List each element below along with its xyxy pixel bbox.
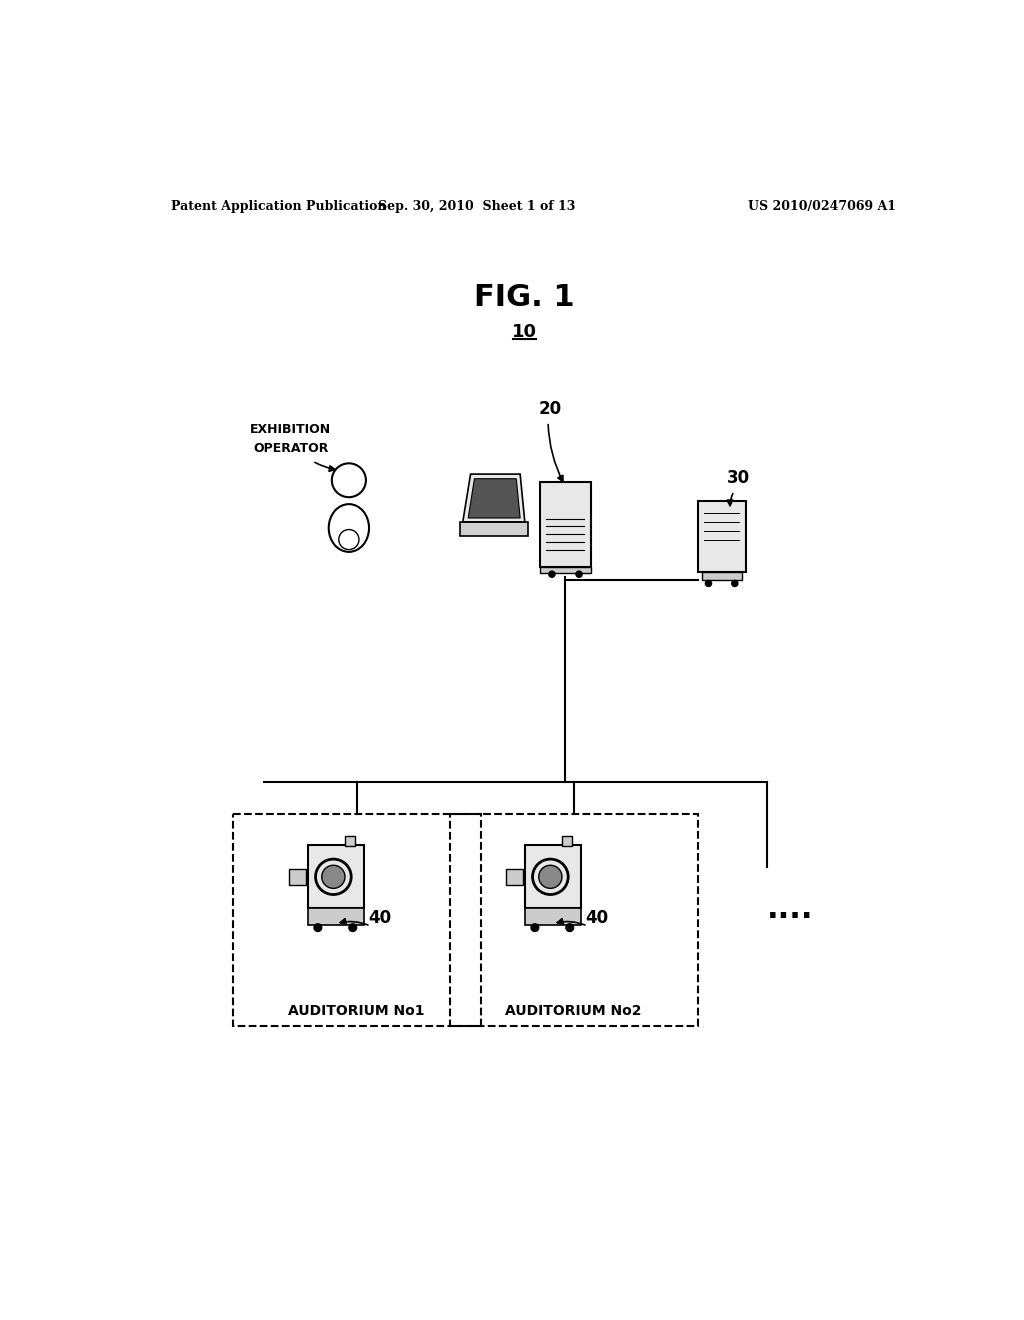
FancyBboxPatch shape bbox=[562, 836, 572, 846]
FancyBboxPatch shape bbox=[697, 502, 745, 572]
Polygon shape bbox=[468, 479, 520, 517]
FancyBboxPatch shape bbox=[289, 869, 306, 884]
Circle shape bbox=[539, 866, 562, 888]
Polygon shape bbox=[463, 474, 524, 521]
FancyBboxPatch shape bbox=[524, 845, 581, 908]
FancyBboxPatch shape bbox=[460, 521, 528, 536]
Text: 40: 40 bbox=[586, 909, 608, 928]
Text: 20: 20 bbox=[539, 400, 562, 417]
FancyBboxPatch shape bbox=[541, 482, 591, 566]
Text: AUDITORIUM No1: AUDITORIUM No1 bbox=[289, 1003, 425, 1018]
Text: 40: 40 bbox=[369, 909, 391, 928]
Circle shape bbox=[349, 924, 356, 932]
Text: AUDITORIUM No2: AUDITORIUM No2 bbox=[506, 1003, 642, 1018]
Circle shape bbox=[314, 924, 322, 932]
Text: US 2010/0247069 A1: US 2010/0247069 A1 bbox=[748, 199, 896, 213]
Circle shape bbox=[732, 581, 738, 586]
Circle shape bbox=[531, 924, 539, 932]
Text: 30: 30 bbox=[727, 469, 751, 487]
Text: Patent Application Publication: Patent Application Publication bbox=[171, 199, 386, 213]
Circle shape bbox=[566, 924, 573, 932]
Text: FIG. 1: FIG. 1 bbox=[474, 282, 575, 312]
FancyBboxPatch shape bbox=[308, 908, 364, 925]
Text: Sep. 30, 2010  Sheet 1 of 13: Sep. 30, 2010 Sheet 1 of 13 bbox=[378, 199, 575, 213]
FancyBboxPatch shape bbox=[541, 566, 591, 573]
Text: 10: 10 bbox=[512, 322, 538, 341]
FancyBboxPatch shape bbox=[701, 572, 741, 579]
FancyBboxPatch shape bbox=[308, 845, 364, 908]
Text: OPERATOR: OPERATOR bbox=[253, 442, 329, 455]
Text: EXHIBITION: EXHIBITION bbox=[250, 422, 332, 436]
Circle shape bbox=[575, 572, 583, 577]
FancyBboxPatch shape bbox=[345, 836, 355, 846]
FancyBboxPatch shape bbox=[506, 869, 523, 884]
Circle shape bbox=[549, 572, 555, 577]
FancyBboxPatch shape bbox=[524, 908, 581, 925]
Circle shape bbox=[322, 866, 345, 888]
Text: ....: .... bbox=[767, 895, 814, 924]
Circle shape bbox=[706, 581, 712, 586]
